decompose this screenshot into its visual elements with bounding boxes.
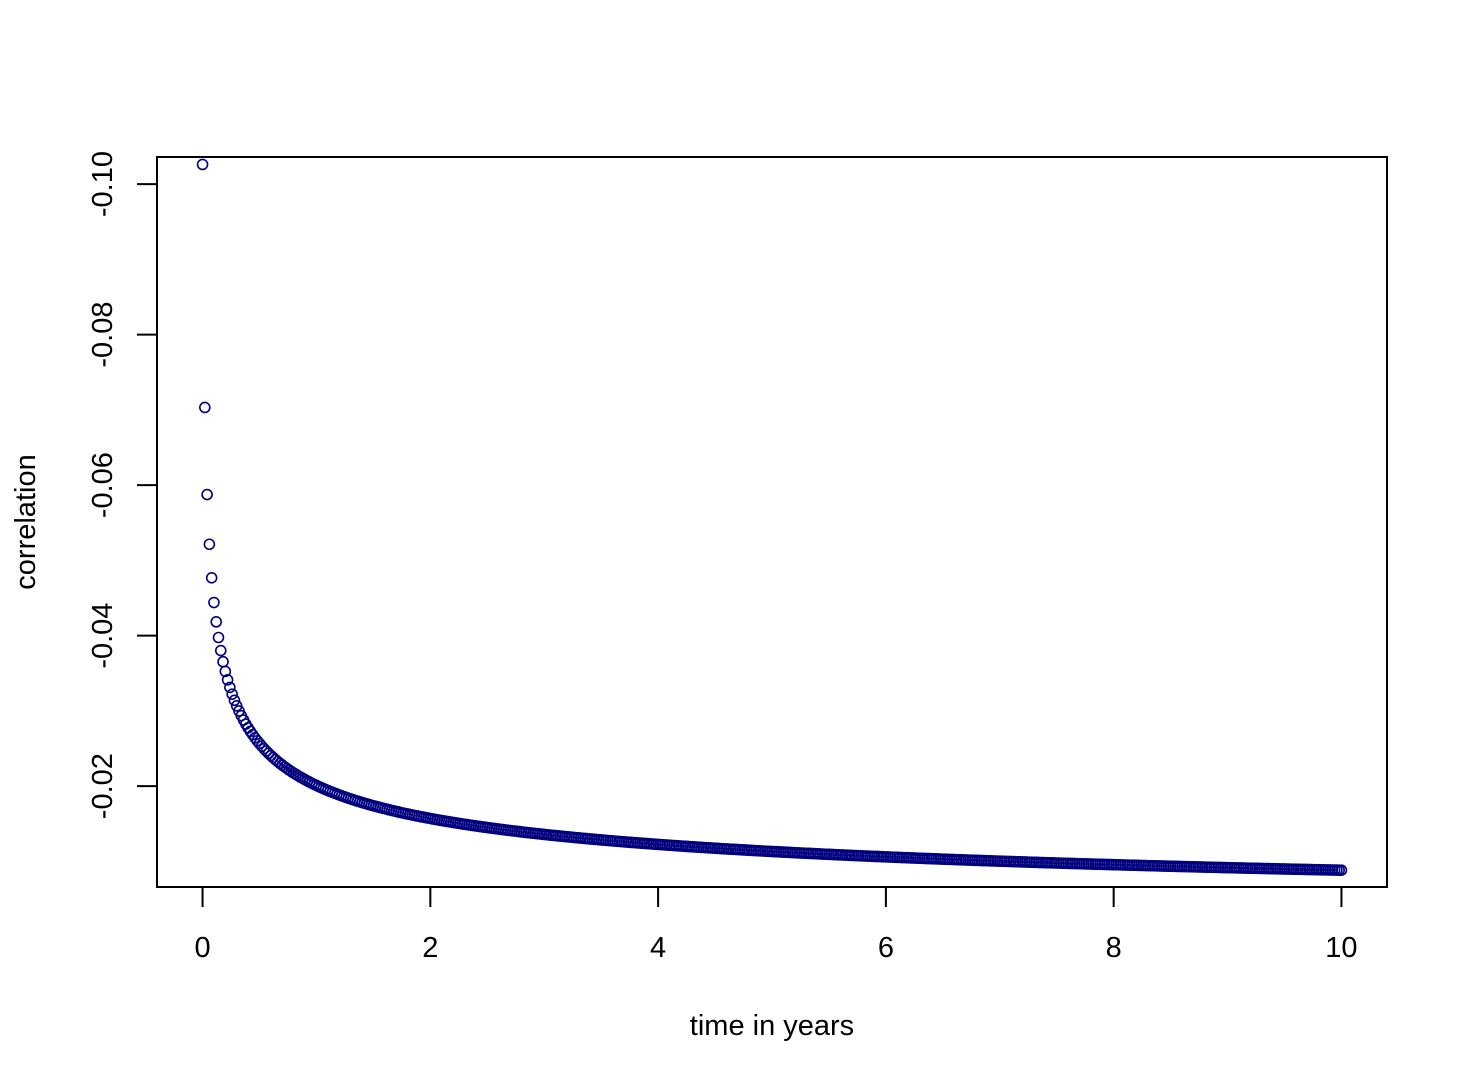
y-tick-label: -0.10: [87, 151, 119, 217]
x-tick-label: 8: [1106, 932, 1122, 964]
data-point: [196, 158, 209, 171]
y-tick-label: -0.04: [87, 603, 119, 669]
data-point: [224, 681, 236, 694]
x-axis-title: time in years: [690, 1010, 854, 1042]
data-point: [226, 688, 238, 700]
data-point: [205, 571, 218, 584]
plot-frame: [156, 156, 1388, 888]
x-axis: 0 2 4 6 8 10: [194, 886, 1358, 964]
data-point: [228, 694, 241, 707]
y-axis-title: correlation: [10, 454, 42, 589]
data-point: [210, 616, 223, 628]
x-tick-label: 10: [1325, 932, 1357, 964]
data-point: [201, 488, 213, 501]
data-point: [217, 655, 229, 668]
x-tick-label: 4: [650, 932, 666, 964]
x-tick-label: 2: [422, 932, 438, 964]
y-tick-label: -0.08: [87, 302, 119, 368]
data-point: [1335, 864, 1348, 877]
data-point: [219, 665, 232, 678]
data-point: [212, 631, 225, 644]
y-tick-label: -0.02: [87, 753, 119, 819]
x-tick-label: 0: [194, 932, 210, 964]
y-axis: -0.10 -0.08 -0.06 -0.04 -0.02: [87, 151, 158, 819]
y-tick-label: -0.06: [87, 452, 119, 518]
data-point: [203, 538, 216, 551]
data-point: [199, 401, 211, 414]
data-point: [208, 596, 220, 609]
data-point: [214, 644, 227, 657]
x-tick-label: 6: [878, 932, 894, 964]
data-point: [221, 674, 234, 686]
data-points: [196, 158, 1348, 877]
